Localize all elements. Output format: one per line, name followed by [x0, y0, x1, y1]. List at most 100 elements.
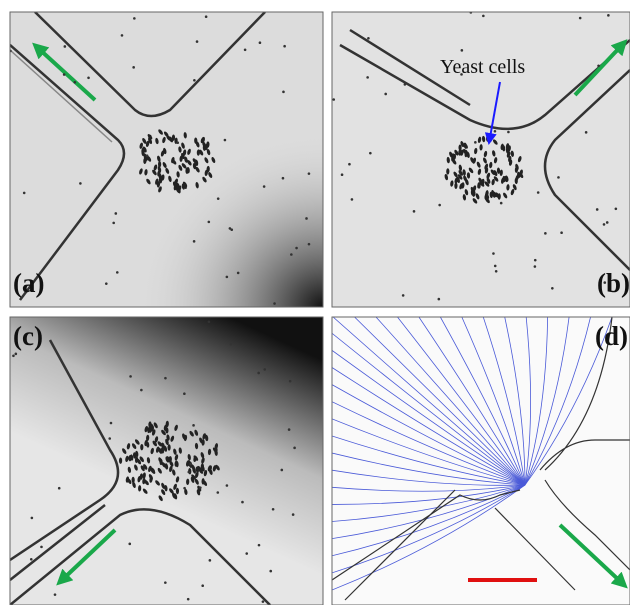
debris [557, 176, 560, 179]
debris [241, 501, 244, 504]
annotation: Yeast cells [440, 56, 525, 78]
panel-label: (a) [13, 268, 44, 298]
debris [534, 259, 537, 262]
debris [87, 76, 90, 79]
debris [30, 558, 33, 561]
debris [366, 76, 369, 79]
debris [597, 64, 600, 67]
debris [494, 265, 497, 268]
debris [105, 282, 108, 285]
debris [492, 252, 495, 255]
debris [201, 584, 204, 587]
figure: (a) Yeast cells (b) (c) (d) [0, 0, 630, 605]
debris [607, 14, 610, 17]
debris [290, 253, 293, 256]
debris [183, 487, 186, 490]
debris [341, 173, 344, 176]
cell [119, 457, 122, 463]
debris [31, 517, 34, 520]
debris [23, 192, 26, 195]
debris [305, 217, 308, 220]
debris [15, 353, 18, 356]
panel-b: Yeast cells (b) [332, 11, 630, 307]
debris [258, 544, 261, 547]
debris [262, 600, 265, 603]
debris [295, 247, 298, 250]
debris [196, 40, 199, 43]
debris [226, 276, 229, 279]
debris [208, 320, 211, 323]
debris [263, 368, 266, 371]
debris [224, 139, 227, 142]
debris [461, 49, 464, 52]
debris [273, 302, 276, 305]
debris [187, 471, 190, 474]
debris [245, 552, 248, 555]
debris [534, 265, 537, 268]
debris [112, 222, 115, 225]
debris [199, 486, 202, 489]
cell [167, 444, 170, 450]
panel-label: (d) [595, 321, 628, 351]
debris [500, 202, 503, 205]
debris [288, 428, 291, 431]
debris [369, 152, 372, 155]
debris [283, 45, 286, 48]
debris [585, 131, 588, 134]
debris [244, 48, 247, 51]
debris [615, 207, 618, 210]
debris [193, 240, 196, 243]
debris [257, 372, 260, 375]
debris [293, 447, 296, 450]
debris [438, 204, 441, 207]
debris [579, 17, 582, 20]
debris [40, 546, 43, 549]
debris [308, 243, 311, 246]
debris [348, 163, 351, 166]
debris [282, 91, 285, 94]
panel-a: (a) [0, 12, 323, 330]
debris [114, 212, 117, 215]
debris [263, 185, 266, 188]
debris [79, 182, 82, 185]
debris [128, 543, 131, 546]
debris [58, 487, 61, 490]
debris [282, 177, 285, 180]
debris [606, 221, 609, 224]
panel-label: (b) [597, 268, 630, 298]
debris [140, 389, 143, 392]
debris [116, 271, 119, 274]
debris [351, 198, 354, 201]
debris [229, 227, 232, 230]
debris [187, 598, 190, 601]
panel-d: (d) [332, 317, 630, 605]
debris [384, 93, 387, 96]
debris [183, 392, 186, 395]
debris [110, 422, 113, 425]
debris [596, 208, 599, 211]
debris [63, 73, 66, 76]
debris [164, 581, 167, 584]
panel-label: (c) [13, 321, 43, 351]
debris [482, 15, 485, 18]
debris [164, 377, 167, 380]
debris [413, 210, 416, 213]
debris [289, 380, 292, 383]
debris [308, 298, 311, 301]
debris [507, 131, 510, 134]
debris [208, 221, 211, 224]
debris [367, 37, 370, 40]
debris [404, 83, 407, 86]
debris [259, 41, 262, 44]
debris [205, 15, 208, 18]
debris [272, 508, 275, 511]
debris [560, 231, 563, 234]
debris [133, 17, 136, 20]
debris [209, 559, 212, 562]
debris [64, 45, 67, 48]
debris [237, 272, 240, 275]
debris [537, 191, 540, 194]
debris [544, 232, 547, 235]
debris [230, 343, 233, 346]
debris [495, 270, 498, 273]
